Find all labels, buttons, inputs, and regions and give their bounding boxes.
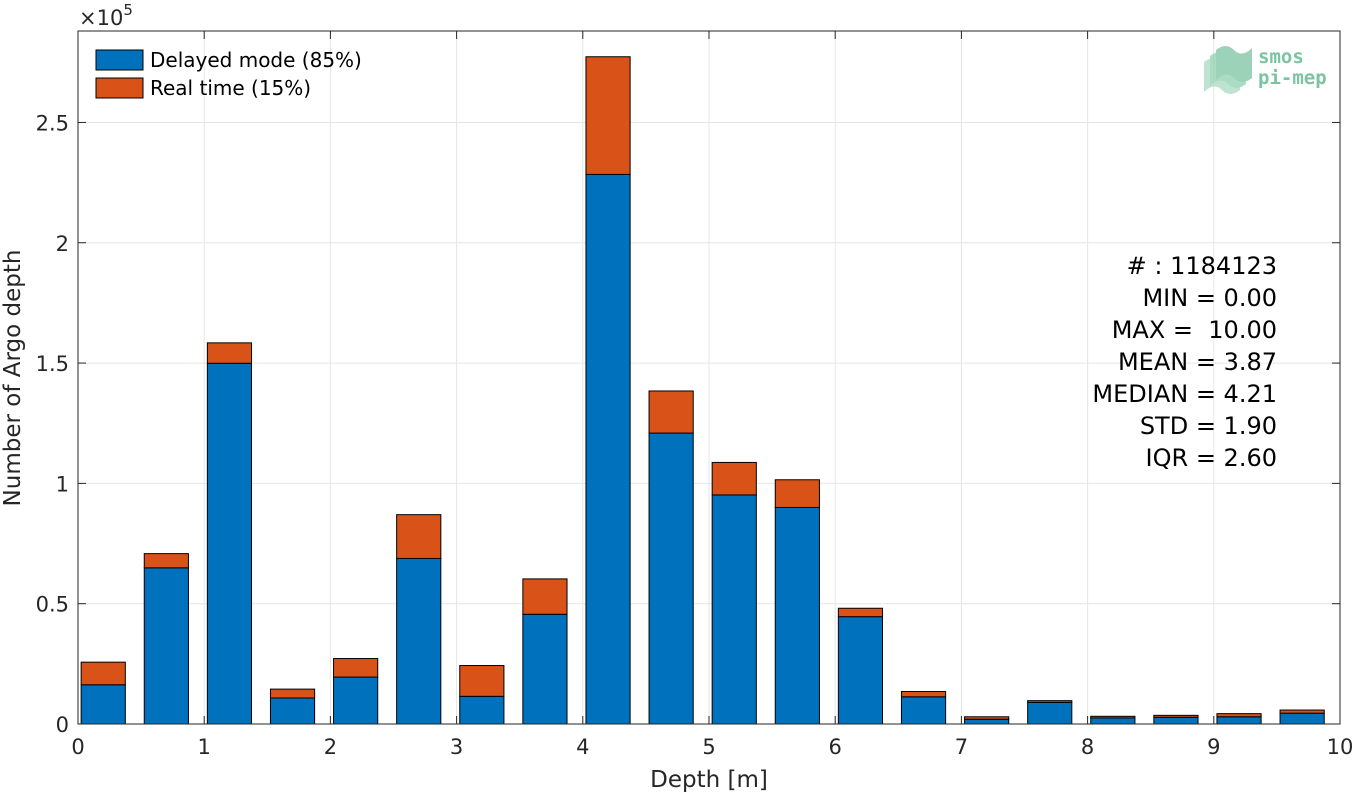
stat-max: MAX = 10.00 [1112,316,1277,344]
x-tick-label: 1 [198,735,211,759]
bar-delayed-mode [774,506,820,725]
bar-delayed-mode [900,696,947,725]
smos-pi-mep-logo: smos pi-mep [1204,46,1327,94]
bar-delayed-mode [711,494,757,725]
bar-real-time [459,665,505,697]
x-tick-label: 8 [1081,735,1094,759]
x-tick-label: 4 [576,735,589,759]
stat-mean: MEAN = 3.87 [1118,348,1277,376]
bars [80,56,1325,725]
y-axis-ticks: 0 0.5 1 1.5 2 2.5 [36,111,1340,737]
bar-delayed-mode [585,173,631,725]
logo-text-pi-mep: pi-mep [1258,67,1327,89]
bar-delayed-mode [648,432,694,725]
stat-min: MIN = 0.00 [1142,284,1277,312]
legend: Delayed mode (85%) Real time (15%) [95,48,362,100]
bar-real-time [1153,714,1199,718]
bar-real-time [774,479,820,508]
y-axis-title: Number of Argo depth [0,250,26,507]
bar-delayed-mode [269,697,316,725]
bar-real-time [1027,700,1073,703]
y-tick-label: 1 [56,472,69,496]
stat-iqr: IQR = 2.60 [1146,444,1277,472]
x-tick-label: 7 [955,735,968,759]
x-tick-label: 3 [450,735,463,759]
bar-real-time [1216,713,1262,718]
bar-delayed-mode [1153,716,1199,725]
bar-real-time [522,578,568,615]
logo-text-smos: smos [1258,46,1304,68]
y-exponent-power: 5 [123,1,133,19]
stat-count: # : 1184123 [1127,252,1277,280]
bar-real-time [206,342,253,364]
bar-real-time [1279,709,1325,714]
y-tick-label: 1.5 [36,352,69,376]
bar-delayed-mode [1216,716,1262,725]
bar-real-time [900,691,947,698]
bar-delayed-mode [1090,717,1136,725]
legend-label-real-time: Real time (15%) [150,76,311,100]
x-tick-label: 9 [1207,735,1220,759]
y-exponent-base: ×10 [79,6,123,30]
bar-real-time [1090,715,1136,719]
x-tick-label: 2 [324,735,337,759]
x-axis-ticks: 0 1 2 3 4 5 6 7 8 9 10 [71,31,1353,759]
bar-real-time [648,390,694,434]
y-tick-label: 0 [56,713,69,737]
bar-real-time [964,716,1010,720]
x-tick-label: 5 [702,735,715,759]
bar-real-time [143,553,189,569]
stat-std: STD = 1.90 [1140,412,1277,440]
bar-delayed-mode [333,676,379,725]
legend-swatch-real-time [95,77,144,99]
bar-delayed-mode [396,557,442,725]
bar-real-time [585,56,631,175]
y-tick-label: 0.5 [36,593,69,617]
bar-delayed-mode [80,684,126,725]
logo-wave-icon [1204,46,1252,94]
bar-delayed-mode [206,362,253,725]
bar-delayed-mode [1279,712,1325,725]
y-tick-label: 2 [56,232,69,256]
bar-real-time [333,658,379,678]
x-tick-label: 6 [829,735,842,759]
bar-delayed-mode [143,567,189,725]
legend-label-delayed-mode: Delayed mode (85%) [150,48,362,72]
bar-delayed-mode [964,718,1010,725]
bar-real-time [711,461,757,496]
bar-delayed-mode [837,616,884,725]
legend-swatch-delayed-mode [95,49,144,71]
bar-real-time [396,514,442,559]
y-tick-label: 2.5 [36,111,69,135]
bar-delayed-mode [1027,701,1073,725]
y-axis-exponent: ×105 [79,1,133,30]
x-tick-label: 10 [1327,735,1354,759]
x-tick-label: 0 [71,735,84,759]
bar-delayed-mode [459,695,505,725]
bar-delayed-mode [522,613,568,725]
bar-real-time [837,607,884,618]
stat-median: MEDIAN = 4.21 [1092,380,1277,408]
statistics-annotation: # : 1184123 MIN = 0.00 MAX = 10.00 MEAN … [1092,252,1277,472]
bar-real-time [80,661,126,686]
bar-real-time [269,688,316,699]
x-axis-title: Depth [m] [650,767,768,793]
